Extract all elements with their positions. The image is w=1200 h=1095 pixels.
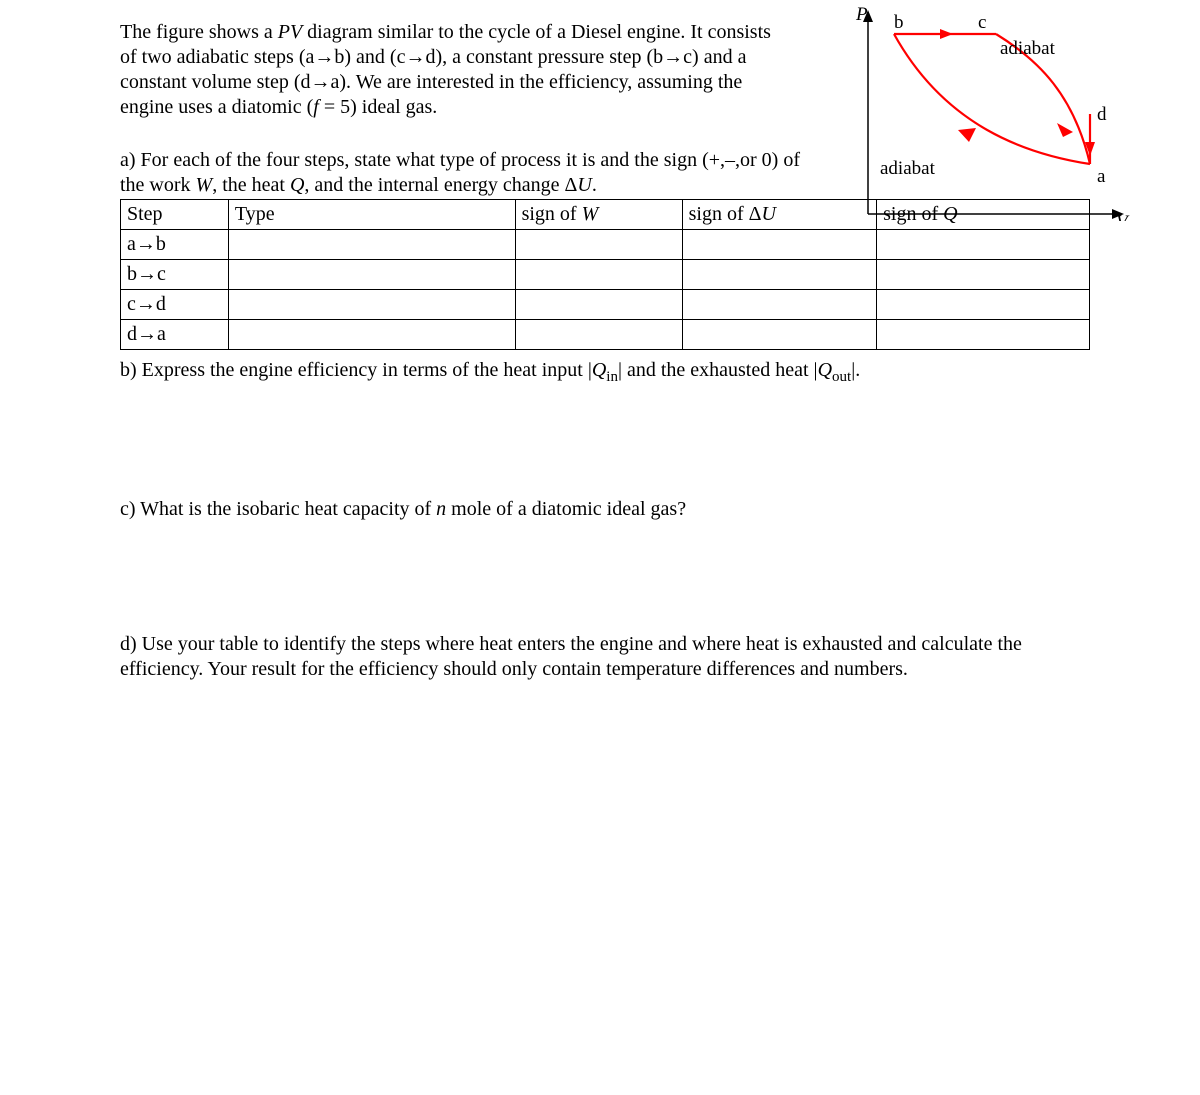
cell-w xyxy=(515,230,682,260)
th-type: Type xyxy=(228,200,515,230)
cell-step: c→d xyxy=(121,290,229,320)
cell-type xyxy=(228,290,515,320)
adiabat-label-2: adiabat xyxy=(880,158,936,179)
point-label-d: d xyxy=(1097,104,1107,125)
part-a-text: a) For each of the four steps, state wha… xyxy=(120,148,800,198)
cell-type xyxy=(228,320,515,350)
part-d-text: d) Use your table to identify the steps … xyxy=(120,632,1090,682)
intro-wrap: The figure shows a PV diagram similar to… xyxy=(120,20,1090,120)
process-table: Step Type sign of W sign of ΔU sign of Q… xyxy=(120,199,1090,350)
cell-du xyxy=(682,230,877,260)
cell-w xyxy=(515,320,682,350)
cell-type xyxy=(228,260,515,290)
cell-q xyxy=(877,260,1090,290)
cell-step: a→b xyxy=(121,230,229,260)
th-du: sign of ΔU xyxy=(682,200,877,230)
axis-label-p: P xyxy=(855,6,868,25)
cell-w xyxy=(515,260,682,290)
table-row: c→d xyxy=(121,290,1090,320)
part-c-text: c) What is the isobaric heat capacity of… xyxy=(120,497,1090,522)
cell-type xyxy=(228,230,515,260)
table-row: d→a xyxy=(121,320,1090,350)
cell-du xyxy=(682,260,877,290)
part-b-text: b) Express the engine efficiency in term… xyxy=(120,358,1090,387)
cell-du xyxy=(682,290,877,320)
cycle-path xyxy=(894,34,1090,164)
pv-diagram: P V b c d a adiabat adiabat xyxy=(850,6,1130,221)
page: The figure shows a PV diagram similar to… xyxy=(0,0,1200,1095)
cell-step: b→c xyxy=(121,260,229,290)
axes xyxy=(863,10,1124,219)
point-label-b: b xyxy=(894,12,904,33)
adiabat-label-1: adiabat xyxy=(1000,38,1056,59)
cell-step: d→a xyxy=(121,320,229,350)
axis-label-v: V xyxy=(1116,212,1130,221)
cell-q xyxy=(877,230,1090,260)
table-row: b→c xyxy=(121,260,1090,290)
table-row: a→b xyxy=(121,230,1090,260)
point-label-a: a xyxy=(1097,166,1106,187)
cell-du xyxy=(682,320,877,350)
th-step: Step xyxy=(121,200,229,230)
cell-q xyxy=(877,290,1090,320)
intro-text: The figure shows a PV diagram similar to… xyxy=(120,20,780,120)
point-label-c: c xyxy=(978,12,986,33)
cell-w xyxy=(515,290,682,320)
cell-q xyxy=(877,320,1090,350)
th-w: sign of W xyxy=(515,200,682,230)
